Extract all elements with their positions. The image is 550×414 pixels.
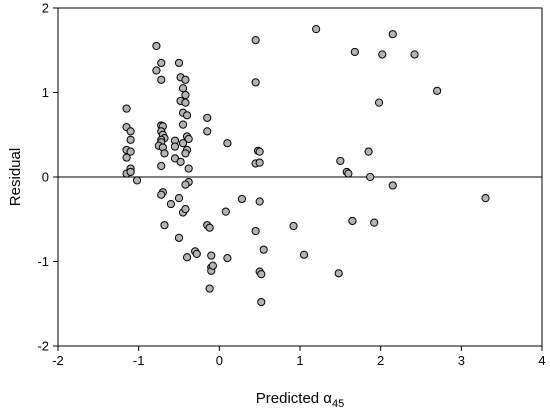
data-point (176, 157, 185, 166)
x-axis-title-subscript: 45 (332, 398, 344, 410)
data-point (157, 161, 166, 171)
data-point (181, 149, 190, 158)
y-tick-label: 0 (42, 170, 49, 185)
data-point (181, 90, 190, 100)
data-point (255, 147, 264, 156)
data-point (289, 221, 298, 231)
data-point (251, 78, 260, 87)
data-point (181, 98, 190, 107)
data-point (174, 194, 184, 203)
axis-tick-labels: -2 -1 0 1 2 3 4 -2 -1 0 1 2 (37, 1, 545, 369)
data-point (126, 167, 135, 177)
data-point (203, 127, 212, 136)
data-point (344, 169, 353, 178)
y-axis-title: Residual (7, 148, 24, 206)
data-points (122, 25, 490, 307)
data-point (255, 197, 264, 206)
data-point (208, 261, 217, 270)
x-tick-label: 4 (538, 353, 545, 368)
data-point (257, 270, 266, 279)
data-point (178, 139, 188, 148)
axis-ticks (53, 7, 543, 351)
data-point (178, 120, 188, 129)
data-point (348, 216, 357, 226)
data-point (184, 134, 193, 144)
data-point (207, 251, 216, 260)
data-point (157, 75, 166, 84)
y-tick-label: 2 (42, 1, 49, 16)
data-point (334, 269, 343, 278)
data-point (152, 41, 161, 51)
x-axis-title: Predicted α45 (256, 390, 344, 410)
data-point (160, 149, 169, 158)
data-point (181, 75, 190, 84)
data-point (126, 127, 135, 136)
data-point (255, 158, 264, 167)
data-point (157, 190, 166, 199)
data-point (170, 142, 180, 151)
data-point (312, 25, 321, 34)
data-point (251, 226, 260, 236)
data-point (174, 233, 184, 242)
data-point (157, 58, 166, 68)
data-point (152, 66, 161, 75)
data-point (251, 36, 260, 45)
data-point (160, 221, 169, 230)
data-point (192, 249, 201, 258)
data-point (366, 172, 375, 182)
data-point (126, 135, 135, 144)
data-point (178, 84, 188, 93)
data-point (182, 111, 192, 120)
data-point (166, 199, 176, 209)
data-point (299, 250, 309, 259)
data-point (410, 50, 419, 59)
data-point (205, 284, 214, 293)
data-point (221, 207, 230, 216)
data-point (388, 30, 397, 39)
data-point (122, 104, 131, 113)
data-point (350, 47, 359, 57)
y-tick-label: -1 (37, 254, 49, 269)
data-point (181, 180, 190, 189)
data-point (223, 139, 232, 148)
data-point (203, 113, 212, 122)
data-point (388, 181, 397, 190)
data-point (126, 147, 135, 156)
data-point (223, 254, 232, 263)
data-point (122, 153, 131, 162)
x-tick-label: 0 (216, 353, 223, 368)
data-point (370, 218, 379, 227)
data-point (259, 245, 268, 254)
x-tick-label: -1 (133, 353, 145, 368)
data-point (364, 147, 373, 156)
x-tick-label: -2 (52, 353, 64, 368)
y-tick-label: 1 (42, 85, 49, 100)
data-point (374, 98, 384, 107)
x-tick-label: 1 (296, 353, 303, 368)
data-point (257, 297, 266, 307)
x-tick-label: 2 (377, 353, 384, 368)
data-point (174, 58, 184, 68)
data-point (132, 176, 142, 185)
data-point (205, 223, 214, 232)
data-point (378, 50, 387, 59)
data-point (336, 156, 345, 166)
x-axis-title-main: Predicted α (256, 390, 333, 407)
data-point (182, 253, 192, 262)
data-point (481, 194, 490, 203)
data-point (237, 194, 247, 204)
y-tick-label: -2 (37, 339, 49, 354)
data-point (181, 205, 190, 214)
data-point (433, 86, 442, 95)
data-point (184, 164, 193, 173)
x-tick-label: 3 (458, 353, 465, 368)
